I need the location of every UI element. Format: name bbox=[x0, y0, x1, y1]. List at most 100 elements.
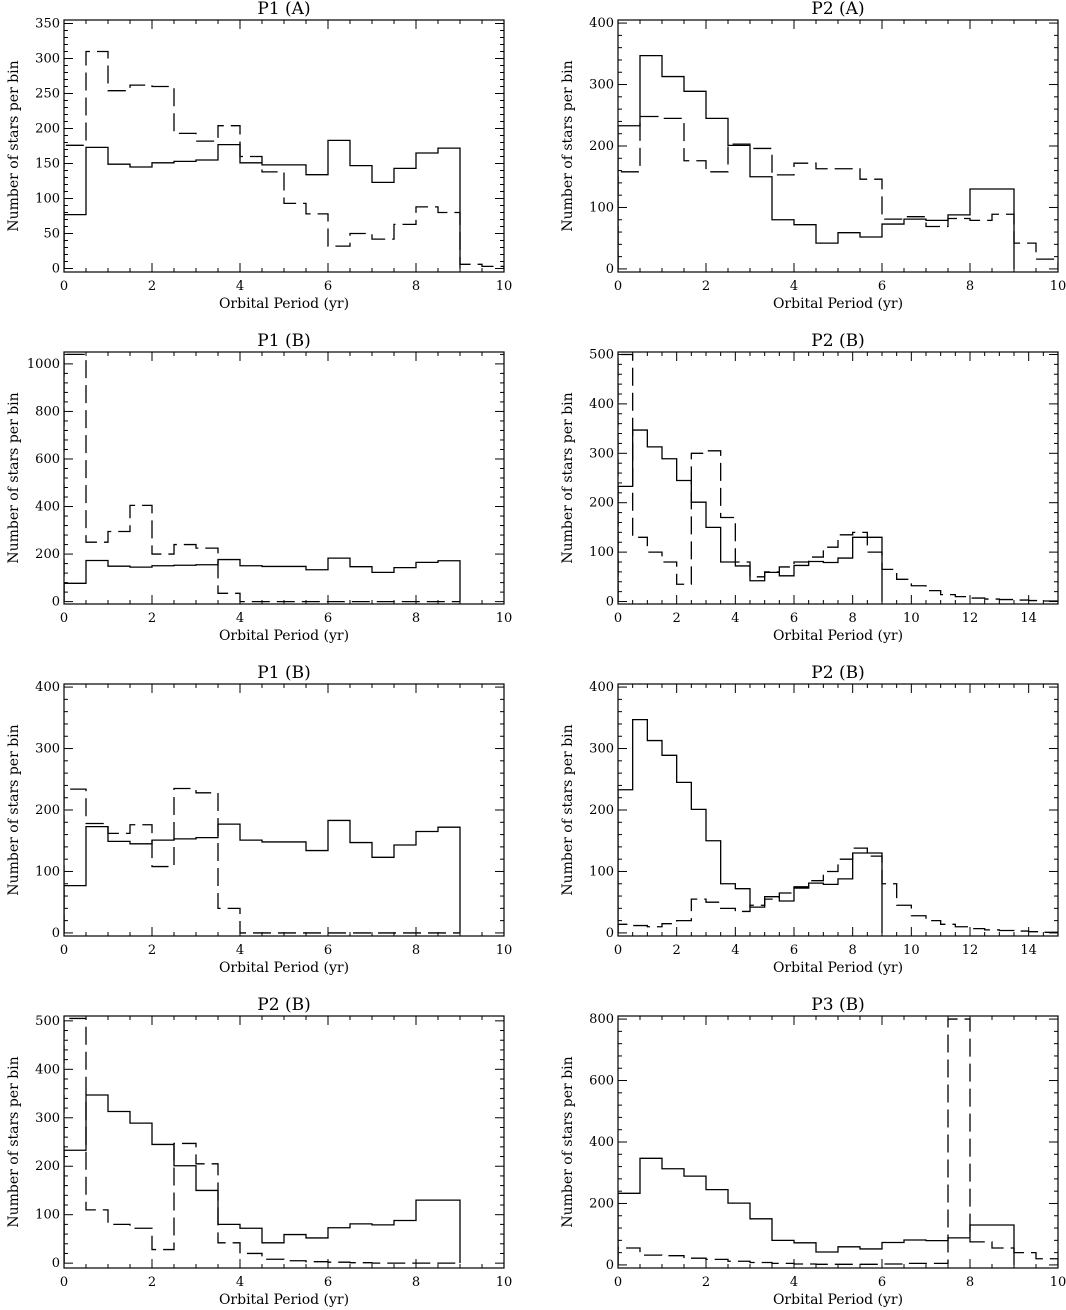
y-axis-label: Number of stars per bin bbox=[560, 392, 576, 563]
y-tick-label: 50 bbox=[43, 227, 60, 242]
y-tick-label: 400 bbox=[35, 500, 60, 515]
x-tick-label: 12 bbox=[962, 943, 979, 958]
x-tick-label: 0 bbox=[60, 1275, 68, 1290]
y-tick-label: 100 bbox=[589, 200, 614, 215]
x-tick-label: 0 bbox=[614, 1275, 622, 1290]
y-tick-label: 0 bbox=[52, 926, 60, 941]
x-tick-label: 8 bbox=[412, 279, 420, 294]
x-tick-label: 10 bbox=[903, 611, 920, 626]
x-tick-label: 4 bbox=[731, 943, 739, 958]
x-tick-label: 14 bbox=[1020, 943, 1037, 958]
x-tick-label: 8 bbox=[966, 279, 974, 294]
x-tick-label: 6 bbox=[878, 1275, 886, 1290]
y-axis-label: Number of stars per bin bbox=[6, 60, 22, 231]
y-tick-label: 200 bbox=[589, 139, 614, 154]
y-tick-label: 0 bbox=[606, 595, 614, 610]
y-tick-label: 400 bbox=[589, 397, 614, 412]
y-tick-label: 0 bbox=[52, 262, 60, 277]
x-tick-label: 10 bbox=[1050, 279, 1066, 294]
y-tick-label: 600 bbox=[589, 1074, 614, 1089]
x-tick-label: 6 bbox=[324, 1275, 332, 1290]
x-tick-label: 4 bbox=[731, 611, 739, 626]
y-tick-label: 800 bbox=[35, 404, 60, 419]
y-axis-label: Number of stars per bin bbox=[560, 724, 576, 895]
y-tick-label: 600 bbox=[35, 452, 60, 467]
series-dashed-line bbox=[618, 115, 1058, 269]
series-solid-line bbox=[64, 557, 461, 602]
x-tick-label: 10 bbox=[1050, 1275, 1066, 1290]
x-tick-label: 8 bbox=[849, 943, 857, 958]
x-tick-label: 4 bbox=[790, 279, 798, 294]
x-tick-label: 6 bbox=[324, 279, 332, 294]
x-tick-label: 8 bbox=[412, 611, 420, 626]
x-axis-label: Orbital Period (yr) bbox=[773, 628, 903, 644]
y-tick-label: 400 bbox=[589, 680, 614, 695]
x-tick-label: 6 bbox=[324, 611, 332, 626]
series-dashed-line bbox=[618, 353, 1058, 602]
x-tick-label: 6 bbox=[324, 943, 332, 958]
series-solid-line bbox=[618, 1157, 1015, 1265]
x-tick-label: 2 bbox=[148, 611, 156, 626]
y-tick-label: 200 bbox=[589, 1196, 614, 1211]
panel-title: P1 (A) bbox=[257, 0, 310, 19]
series-dashed-line bbox=[64, 353, 460, 603]
x-axis-label: Orbital Period (yr) bbox=[773, 960, 903, 976]
series-dashed-line bbox=[64, 787, 460, 934]
y-tick-label: 0 bbox=[606, 926, 614, 941]
y-tick-label: 400 bbox=[35, 680, 60, 695]
panel-title: P2 (B) bbox=[811, 331, 864, 351]
x-tick-label: 2 bbox=[702, 279, 710, 294]
y-tick-label: 0 bbox=[606, 1258, 614, 1273]
y-tick-label: 100 bbox=[589, 864, 614, 879]
x-tick-label: 6 bbox=[790, 943, 798, 958]
y-tick-label: 400 bbox=[35, 1062, 60, 1077]
x-tick-label: 10 bbox=[496, 943, 513, 958]
panel-1: P1 (A)0 2 4 6 8 10050100150200250300350Orbita… bbox=[6, 0, 512, 312]
series-solid-line bbox=[618, 718, 883, 933]
y-axis-label: Number of stars per bin bbox=[6, 1056, 22, 1227]
y-tick-label: 500 bbox=[35, 1014, 60, 1029]
x-tick-label: 14 bbox=[1020, 611, 1037, 626]
series-solid-line bbox=[64, 139, 461, 269]
x-tick-label: 0 bbox=[614, 943, 622, 958]
x-tick-label: 4 bbox=[236, 279, 244, 294]
plot-frame bbox=[617, 351, 1059, 605]
y-tick-label: 300 bbox=[589, 742, 614, 757]
x-tick-label: 12 bbox=[962, 611, 979, 626]
panel-3: P1 (B) 0 2 4 6 8 10 0 200 400 600 800 1000 Orbital Pe… bbox=[6, 331, 512, 644]
x-tick-label: 8 bbox=[966, 1275, 974, 1290]
plot-frame bbox=[617, 683, 1059, 937]
x-tick-label: 4 bbox=[236, 943, 244, 958]
y-tick-label: 500 bbox=[589, 347, 614, 362]
x-tick-label: 0 bbox=[60, 611, 68, 626]
series-dashed-line bbox=[618, 1018, 1058, 1265]
panel-title: P3 (B) bbox=[811, 995, 864, 1015]
y-tick-label: 300 bbox=[589, 446, 614, 461]
panel-4: P2 (B) 0 2 4 6 8 10 12 14 0 100 200 300 400 500 Orbital… bbox=[560, 331, 1059, 644]
y-tick-label: 300 bbox=[589, 78, 614, 93]
x-axis-label: Orbital Period (yr) bbox=[219, 296, 349, 312]
x-tick-label: 0 bbox=[614, 279, 622, 294]
series-solid-line bbox=[64, 819, 461, 933]
y-tick-label: 0 bbox=[606, 262, 614, 277]
y-tick-label: 200 bbox=[589, 803, 614, 818]
y-axis-label: Number of stars per bin bbox=[6, 392, 22, 563]
y-tick-label: 250 bbox=[35, 87, 60, 102]
y-tick-label: 300 bbox=[35, 52, 60, 67]
y-tick-label: 200 bbox=[35, 1159, 60, 1174]
panel-6: P2 (B) 0 2 4 6 8 10 12 14 0 100 200 300 400 Orbital Pe… bbox=[560, 663, 1059, 976]
x-tick-label: 2 bbox=[148, 943, 156, 958]
y-tick-label: 100 bbox=[589, 545, 614, 560]
y-axis-label: Number of stars per bin bbox=[6, 724, 22, 895]
x-tick-label: 2 bbox=[148, 1275, 156, 1290]
x-tick-label: 2 bbox=[673, 611, 681, 626]
x-axis-label: Orbital Period (yr) bbox=[773, 296, 903, 312]
x-tick-label: 10 bbox=[496, 279, 513, 294]
panel-title: P2 (A) bbox=[811, 0, 864, 19]
x-tick-label: 0 bbox=[614, 611, 622, 626]
y-axis-label: Number of stars per bin bbox=[560, 1056, 576, 1227]
panel-title: P1 (B) bbox=[257, 331, 310, 351]
x-tick-label: 4 bbox=[790, 1275, 798, 1290]
y-tick-label: 400 bbox=[589, 1135, 614, 1150]
y-tick-label: 200 bbox=[35, 547, 60, 562]
